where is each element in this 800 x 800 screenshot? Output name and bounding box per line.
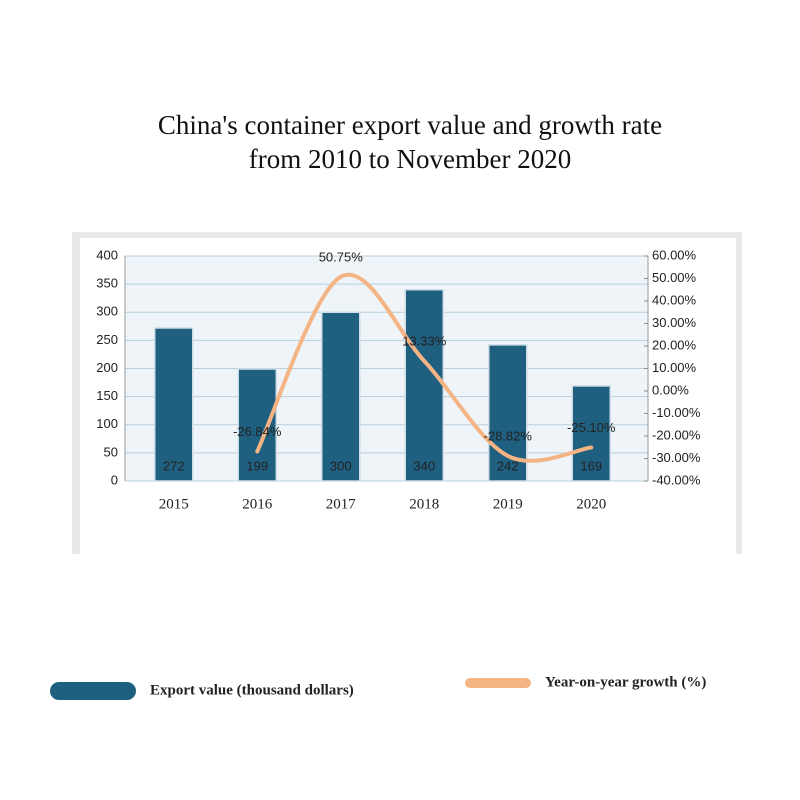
- y-tick-label: 200: [96, 360, 118, 375]
- y-tick-label: 400: [96, 247, 118, 262]
- legend-label: Year-on-year growth (%): [545, 674, 706, 690]
- y2-tick-label: -40.00%: [652, 472, 701, 487]
- bar: [571, 385, 611, 482]
- legend-swatch: [465, 678, 531, 688]
- x-tick-label: 2016: [242, 496, 273, 512]
- y2-tick-label: -30.00%: [652, 450, 701, 465]
- bar: [154, 327, 194, 482]
- y2-tick-label: 0.00%: [652, 382, 689, 397]
- y-tick-label: 250: [96, 332, 118, 347]
- line-value-label: -28.82%: [484, 428, 533, 443]
- y2-tick-label: 20.00%: [652, 337, 697, 352]
- y-tick-label: 350: [96, 276, 118, 291]
- y-tick-label: 50: [104, 444, 118, 459]
- x-tick-label: 2018: [409, 496, 439, 512]
- y-tick-label: 300: [96, 304, 118, 319]
- y2-tick-label: 30.00%: [652, 315, 697, 330]
- bar: [488, 344, 528, 482]
- y2-tick-label: 40.00%: [652, 292, 697, 307]
- bar-value-label: 242: [497, 458, 519, 473]
- line-value-label: -25.10%: [567, 420, 616, 435]
- y2-tick-label: 50.00%: [652, 270, 697, 285]
- legend-swatch: [50, 682, 136, 700]
- chart-title: China's container export value and growt…: [157, 110, 663, 174]
- bar-value-label: 169: [580, 458, 602, 473]
- line: [255, 272, 594, 463]
- y2-tick-label: -10.00%: [652, 405, 701, 420]
- bar-value-label: 340: [413, 458, 435, 473]
- line-value-label: 13.33%: [402, 333, 447, 348]
- bar-value-label: 300: [330, 458, 352, 473]
- bar: [321, 311, 361, 482]
- y-tick-label: 150: [96, 388, 118, 403]
- bar: [404, 289, 444, 482]
- bar-value-label: 199: [246, 458, 268, 473]
- y2-tick-label: -20.00%: [652, 427, 701, 442]
- x-tick-label: 2017: [326, 496, 357, 512]
- x-tick-label: 2019: [493, 496, 523, 512]
- line-value-label: -26.84%: [233, 424, 282, 439]
- y2-tick-label: 10.00%: [652, 360, 697, 375]
- x-tick-label: 2015: [159, 496, 189, 512]
- bar-value-label: 272: [163, 458, 185, 473]
- x-tick-label: 2020: [576, 496, 606, 512]
- y2-tick-label: 60.00%: [652, 247, 697, 262]
- y-tick-label: 100: [96, 416, 118, 431]
- legend-label: Export value (thousand dollars): [150, 682, 354, 698]
- line-value-label: 50.75%: [319, 249, 364, 264]
- y-tick-label: 0: [111, 472, 118, 487]
